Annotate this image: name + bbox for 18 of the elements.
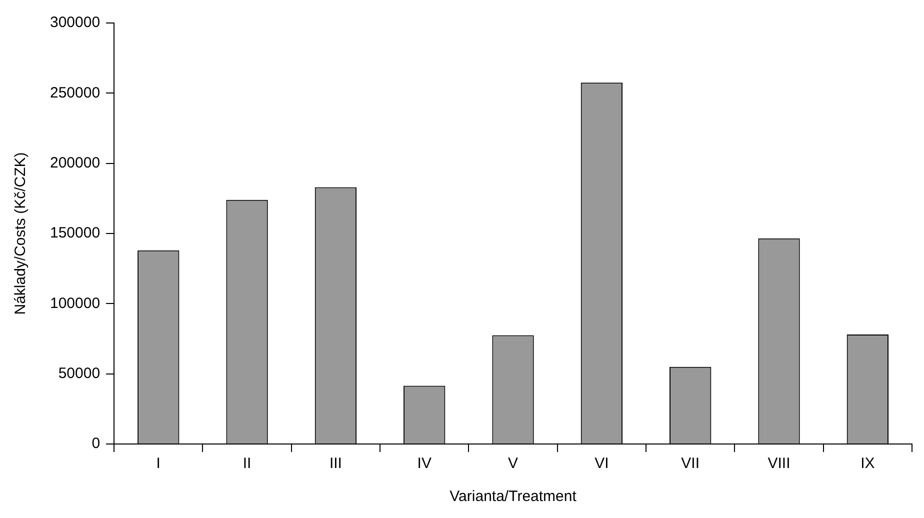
y-axis-title: Náklady/Costs (Kč/CZK): [12, 152, 30, 315]
x-axis-title: Varianta/Treatment: [450, 488, 578, 506]
y-tick-label: 200000: [50, 154, 100, 172]
x-tick-label: I: [156, 455, 160, 472]
x-tick-label: VI: [594, 455, 609, 472]
y-tick-label: 150000: [50, 224, 100, 242]
y-tick-label: 300000: [50, 14, 100, 32]
x-tick-label: V: [508, 455, 518, 472]
y-tick-label: 100000: [50, 294, 100, 312]
x-tick-label: III: [329, 455, 342, 472]
x-tick-label: IV: [417, 455, 432, 472]
x-tick-label: II: [242, 455, 252, 472]
y-tick-label: 0: [92, 435, 100, 452]
x-tick-label: VIII: [768, 455, 790, 472]
x-tick-label: VII: [681, 455, 700, 472]
x-tick-label: IX: [860, 455, 875, 472]
y-tick-label: 250000: [50, 84, 100, 102]
y-tick-label: 50000: [58, 364, 100, 382]
